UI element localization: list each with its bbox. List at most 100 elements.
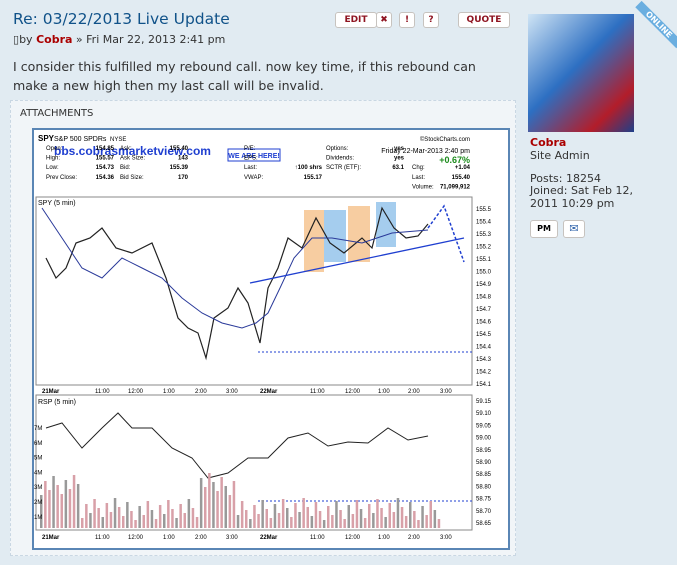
chart-text: 2M xyxy=(34,500,42,506)
chart-text: 155.3 xyxy=(476,232,492,238)
chart-text: 1:00 xyxy=(163,389,175,395)
by: by xyxy=(19,33,33,46)
chart-text: 2:00 xyxy=(408,535,420,541)
chart-text: 11:00 xyxy=(310,389,325,395)
volume-bar xyxy=(298,512,301,528)
volume-bar xyxy=(72,475,76,528)
post-body: I consider this fulfilled my rebound cal… xyxy=(13,59,476,93)
chart-text: 155.17 xyxy=(304,175,323,181)
chart-text: 2:00 xyxy=(195,535,207,541)
volume-bar xyxy=(363,518,367,528)
price-line xyxy=(45,206,429,361)
volume-bar xyxy=(253,505,256,528)
volume-bar xyxy=(273,504,277,528)
post-button[interactable]: QUOTE xyxy=(458,12,510,28)
price-panel xyxy=(35,196,473,386)
post-button[interactable]: ? xyxy=(423,12,439,28)
volume-bar xyxy=(208,473,211,528)
volume-bar xyxy=(68,489,72,528)
online-badge: ONLINE xyxy=(635,0,677,49)
volume-bar xyxy=(425,515,428,528)
volume-bar xyxy=(183,513,186,528)
volume-bar xyxy=(146,501,150,528)
volume-bar xyxy=(93,499,96,528)
volume-bar xyxy=(52,476,55,528)
volume-bar xyxy=(191,508,195,528)
chart-text: 155.4 xyxy=(476,220,492,226)
post-button[interactable]: ! xyxy=(399,12,415,28)
volume-bar xyxy=(195,517,199,528)
chart-text: ↑100 shrs xyxy=(295,165,323,171)
highlight xyxy=(324,210,346,262)
post-button[interactable]: ✖ xyxy=(376,12,392,28)
chart-text: 3M xyxy=(34,485,42,491)
profile-joined: Joined: Sat Feb 12, 2011 10:29 pm xyxy=(530,184,633,210)
chart-text: High: xyxy=(46,156,60,162)
volume-bar xyxy=(171,509,174,528)
volume-bar xyxy=(306,507,309,528)
avatar[interactable] xyxy=(528,14,634,132)
profile-name[interactable]: Cobra xyxy=(530,136,567,149)
chart-text: +0.67% xyxy=(439,155,470,165)
chart-text: 11:00 xyxy=(95,389,110,395)
lower-panel xyxy=(35,394,473,531)
chart-text: Bid Size: xyxy=(120,175,144,181)
volume-bar xyxy=(97,508,100,528)
chart-text: WE ARE HERE! xyxy=(228,153,279,160)
volume-bar xyxy=(40,495,43,528)
email-button[interactable]: ✉ xyxy=(563,220,585,238)
volume-bar xyxy=(409,502,412,528)
date: » Fri Mar 22, 2013 2:41 pm xyxy=(75,33,226,46)
chart-text: 154.85 xyxy=(96,146,115,152)
volume-bar xyxy=(388,503,391,528)
volume-bar xyxy=(302,498,305,528)
chart-text: 58.95 xyxy=(476,448,492,454)
volume-bar xyxy=(134,520,137,528)
volume-bar xyxy=(130,511,133,528)
volume-bar xyxy=(322,520,326,528)
chart-text: 154.7 xyxy=(476,307,492,313)
chart-text: 12:00 xyxy=(128,535,144,541)
chart-text: 155.5 xyxy=(476,207,492,213)
volume-bar xyxy=(265,509,268,528)
volume-bar xyxy=(286,508,289,528)
volume-bar xyxy=(327,506,330,528)
chart-text: 170 xyxy=(178,175,189,181)
volume-bar xyxy=(56,485,59,528)
volume-bar xyxy=(138,506,141,528)
volume-bar xyxy=(187,499,191,528)
volume-bar xyxy=(413,511,416,528)
volume-bar xyxy=(175,518,178,528)
pm-button[interactable]: PM xyxy=(530,220,558,238)
chart-text: Last: xyxy=(412,175,425,181)
volume-bar xyxy=(204,487,207,528)
post-button[interactable]: EDIT xyxy=(335,12,377,28)
post-title[interactable]: Re: 03/22/2013 Live Update xyxy=(13,10,230,28)
volume-bar xyxy=(60,494,63,528)
volume-bar xyxy=(331,515,334,528)
author[interactable]: Cobra xyxy=(36,33,73,46)
volume-bar xyxy=(339,510,342,528)
volume-bar xyxy=(89,513,92,528)
volume-bar xyxy=(158,505,162,528)
volume-bar xyxy=(167,500,170,528)
chart-text: Options: xyxy=(326,146,349,152)
chart-text: Chg: xyxy=(412,165,425,171)
attachment-chart[interactable]: SPY S&P 500 SPDRs NYSE ©StockCharts.com bbs.… xyxy=(32,128,510,550)
volume-bar xyxy=(368,504,371,528)
volume-bar xyxy=(245,510,248,528)
moving-average xyxy=(41,207,429,329)
chart-text: 12:00 xyxy=(345,389,361,395)
chart-text: SPY xyxy=(38,134,55,143)
chart-text: 155.57 xyxy=(96,156,115,162)
volume-bar xyxy=(64,480,68,528)
volume-bar xyxy=(105,503,109,528)
volume-bar xyxy=(376,499,379,528)
volume-bar xyxy=(85,504,88,528)
volume-bar xyxy=(400,507,404,528)
chart-text: Open: xyxy=(46,146,63,152)
projection xyxy=(427,204,465,263)
chart-text: 12:00 xyxy=(345,535,361,541)
chart-text: S&P 500 SPDRs xyxy=(54,136,107,143)
chart-text: 155.40 xyxy=(452,175,471,181)
